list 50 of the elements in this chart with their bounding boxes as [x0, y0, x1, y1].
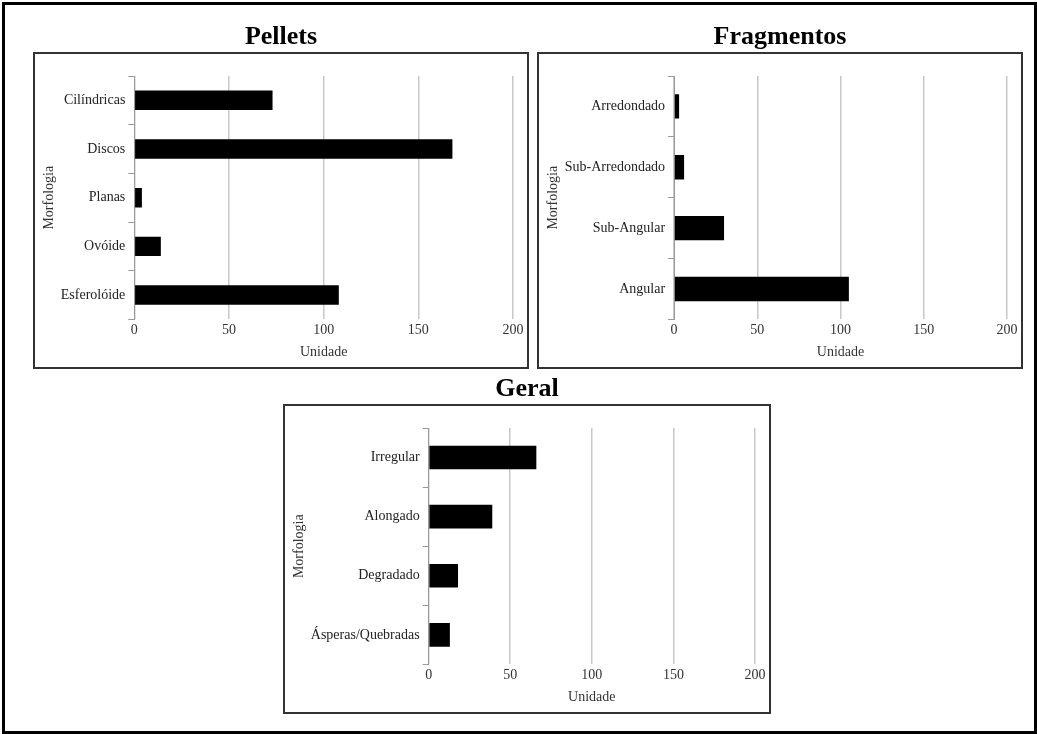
chart-title: Fragmentos — [712, 20, 848, 52]
y-tick-label: Degradado — [358, 567, 420, 583]
x-tick-label: 100 — [313, 322, 335, 338]
x-tick-label: 150 — [913, 322, 935, 338]
bar — [674, 215, 725, 241]
x-tick-label: 200 — [502, 322, 524, 338]
x-tick-label: 50 — [503, 667, 518, 683]
y-tick-label: Cilíndricas — [63, 92, 126, 108]
bar — [135, 139, 453, 159]
x-tick-label: 100 — [830, 322, 852, 338]
x-tick-label: 50 — [222, 322, 236, 338]
x-tick-label: 0 — [670, 322, 678, 338]
y-tick-label: Angular — [619, 280, 666, 296]
chart-title: Pellets — [243, 20, 319, 52]
y-tick-label: Ovóide — [84, 238, 126, 254]
x-tick-label: 200 — [996, 322, 1018, 338]
bar — [135, 285, 339, 305]
x-tick-label: 200 — [744, 667, 766, 683]
x-axis-title: Unidade — [568, 689, 616, 705]
x-tick-label: 150 — [407, 322, 429, 338]
bar — [429, 445, 537, 470]
y-tick-label: Alongado — [364, 508, 420, 524]
x-tick-label: 0 — [130, 322, 138, 338]
y-tick-label: Irregular — [370, 449, 420, 465]
x-axis-title: Unidade — [299, 344, 348, 360]
bar — [429, 504, 493, 529]
bar — [429, 623, 450, 647]
x-tick-label: 100 — [581, 667, 603, 683]
bar — [135, 187, 142, 208]
y-tick-label: Planas — [88, 189, 126, 205]
bar — [674, 94, 680, 119]
y-tick-label: Sub-Angular — [592, 219, 666, 235]
x-tick-label: 150 — [662, 667, 684, 683]
x-axis-title: Unidade — [816, 344, 865, 360]
y-axis-title: Morfologia — [41, 165, 57, 230]
bar — [135, 236, 161, 257]
x-tick-label: 50 — [750, 322, 765, 338]
y-tick-label: Ásperas/Quebradas — [310, 625, 420, 642]
bar — [674, 155, 685, 180]
y-tick-label: Discos — [87, 140, 126, 156]
y-tick-label: Arredondado — [591, 98, 666, 114]
bar — [429, 563, 459, 588]
bar — [674, 276, 849, 302]
y-axis-title: Morfologia — [291, 513, 307, 579]
y-tick-label: Sub-Arredondado — [564, 158, 666, 174]
bar — [135, 90, 273, 111]
x-tick-label: 0 — [425, 667, 433, 683]
y-axis-title: Morfologia — [545, 165, 561, 230]
y-tick-label: Esferolóide — [60, 286, 126, 302]
chart-title: Geral — [494, 372, 560, 404]
